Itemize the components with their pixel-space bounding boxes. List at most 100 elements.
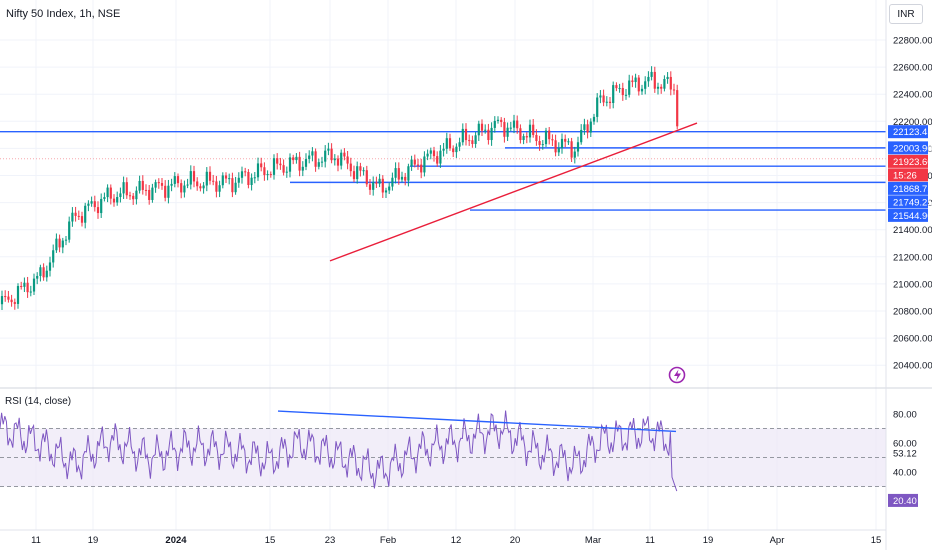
candle-body: [29, 291, 32, 293]
candle-body: [279, 163, 282, 166]
horizontal-levels[interactable]: [0, 130, 886, 211]
price-tag-bg: [888, 208, 928, 222]
candle-body: [170, 183, 173, 186]
candle-body: [52, 250, 55, 263]
candle-body: [58, 238, 61, 248]
trendlines[interactable]: [329, 122, 698, 262]
candle-body: [474, 135, 477, 144]
candle-body: [295, 156, 298, 161]
candle-body: [410, 159, 413, 167]
rising-trendline[interactable]: [329, 122, 698, 262]
price-tag-label: 21923.60: [893, 157, 932, 168]
symbol-title[interactable]: Nifty 50 Index, 1h, NSE: [6, 8, 121, 20]
time-axis[interactable]: 11 19 2024 15 23 Feb 12 20 Mar 11 19 Apr 15: [0, 529, 886, 546]
candle-body: [234, 182, 237, 193]
candle-body: [42, 267, 45, 278]
candle-body: [464, 128, 468, 141]
candle-body: [148, 189, 151, 200]
candle-body: [612, 85, 615, 104]
candle-body: [282, 165, 285, 173]
candle-body: [317, 162, 320, 167]
rsi-divergence-line[interactable]: [277, 410, 677, 433]
candle-body: [55, 238, 58, 251]
candle-body: [522, 136, 525, 141]
candle-body: [429, 150, 432, 154]
candle-body: [298, 156, 301, 171]
candle-body: [119, 193, 122, 198]
rsi-line: [0, 410, 678, 492]
candle-body: [93, 201, 96, 208]
price-tag: 22123.45: [888, 125, 932, 138]
candle-body: [96, 207, 100, 214]
price-tick-label: 20800.00: [893, 307, 932, 318]
candle-body: [551, 139, 554, 141]
candle-body: [160, 183, 164, 186]
price-tick-label: 22400.00: [893, 90, 932, 101]
candle-body: [560, 138, 564, 149]
candle-body: [199, 186, 202, 189]
time-tick-label: 20: [510, 535, 521, 546]
candle-body: [340, 152, 343, 166]
candle-body: [567, 141, 570, 143]
candle-body: [426, 153, 429, 157]
candle-body: [528, 124, 532, 138]
candle-body: [336, 158, 340, 166]
candle-body: [308, 155, 311, 160]
candle-body: [650, 71, 653, 77]
candle-body: [320, 161, 324, 163]
candle-body: [362, 170, 365, 172]
candle-body: [576, 142, 580, 152]
candle-body: [592, 116, 596, 122]
rsi-current-tag: [888, 493, 918, 507]
candle-body: [391, 177, 394, 187]
candle-body: [228, 178, 231, 180]
candle-body: [349, 163, 352, 172]
rsi-tick-label: 60.00: [893, 439, 917, 450]
candle-body: [602, 95, 605, 103]
candle-body: [26, 282, 29, 293]
candle-body: [564, 138, 567, 142]
currency-button[interactable]: INR: [889, 4, 923, 24]
candle-body: [122, 182, 125, 194]
price-tag-label: 21749.25: [893, 197, 932, 208]
candle-body: [100, 198, 103, 214]
candle-body: [151, 187, 154, 200]
candle-body: [548, 130, 551, 140]
candle-body: [292, 157, 295, 161]
candle-body: [480, 123, 484, 131]
candle-body: [407, 166, 410, 181]
candle-body: [605, 101, 608, 103]
candle-body: [672, 89, 676, 91]
candle-body: [196, 181, 199, 187]
candle-body: [106, 187, 109, 198]
rsi-indicator-title[interactable]: RSI (14, close): [5, 396, 72, 407]
candle-body: [397, 168, 400, 180]
candle-body: [87, 203, 90, 206]
lightning-icon[interactable]: [668, 366, 686, 384]
candle-body: [327, 148, 330, 151]
candle-body: [384, 190, 388, 193]
candle-body: [167, 185, 170, 198]
candle-body: [157, 182, 160, 184]
candle-body: [669, 76, 672, 90]
candle-body: [509, 127, 512, 129]
candle-body: [288, 157, 292, 172]
candle-body: [39, 267, 42, 276]
price-tag-label: 22003.90: [893, 143, 932, 154]
candle-body: [554, 140, 557, 153]
candle-body: [503, 122, 506, 137]
candle-body: [45, 270, 48, 278]
candle-body: [436, 156, 439, 164]
candle-body: [423, 156, 426, 173]
candle-body: [624, 94, 628, 96]
candle-body: [618, 88, 621, 90]
candle-body: [653, 71, 656, 89]
candle-body: [640, 88, 644, 92]
price-tag-bg: [888, 195, 928, 209]
price-tag: 21868.75: [888, 181, 932, 195]
candle-body: [36, 275, 39, 279]
candle-body: [634, 77, 637, 83]
candle-body: [266, 174, 269, 176]
